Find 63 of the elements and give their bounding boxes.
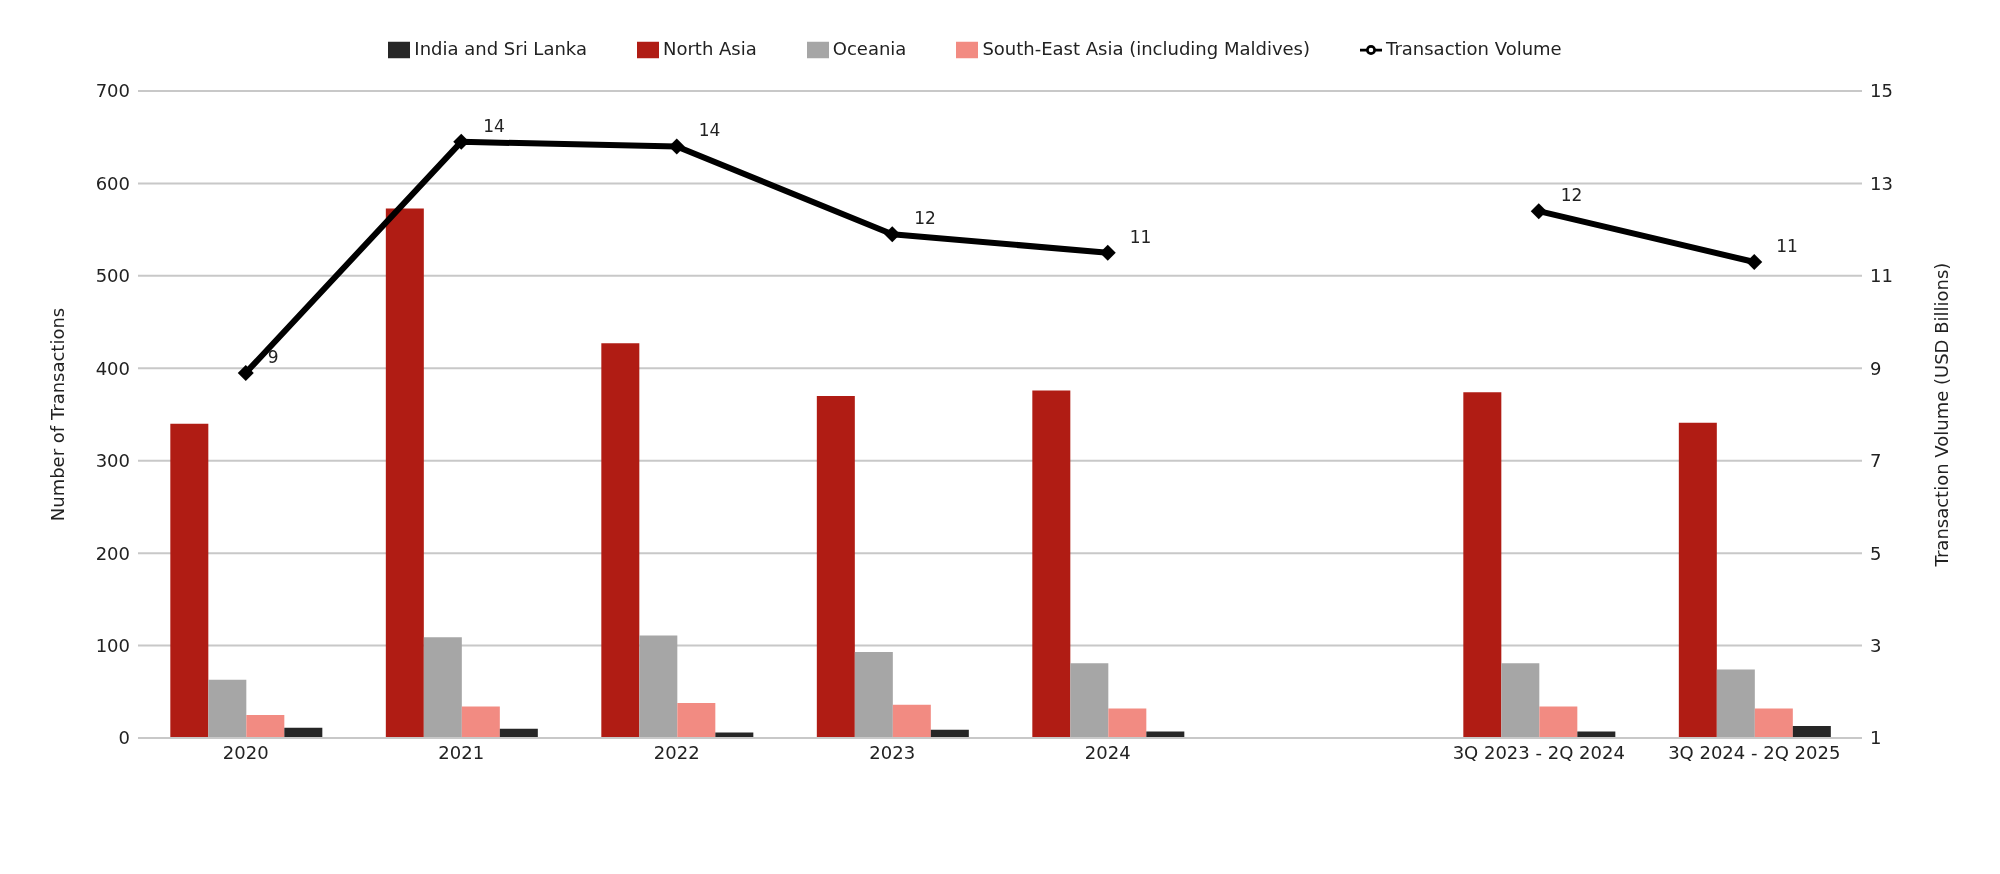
data-label: 14: [698, 120, 721, 141]
bar: [715, 732, 754, 738]
y2-tick-label: 5: [1870, 542, 1882, 564]
x-tick-label: 2024: [1084, 741, 1131, 763]
bar: [639, 635, 678, 738]
data-label: 11: [1129, 226, 1152, 247]
bar: [170, 423, 209, 738]
y2-tick-label: 13: [1870, 172, 1893, 194]
bar: [1032, 390, 1071, 738]
bar: [1108, 708, 1147, 738]
bar: [1754, 708, 1793, 738]
legend-label: India and Sri Lanka: [414, 38, 587, 59]
bar: [601, 343, 640, 738]
y-tick-label: 700: [95, 80, 130, 102]
y-tick-label: 500: [95, 265, 130, 287]
bar: [385, 208, 424, 738]
bar: [1501, 663, 1540, 738]
y2-tick-label: 1: [1870, 727, 1882, 749]
y-tick-label: 100: [95, 634, 130, 656]
bar: [1070, 663, 1109, 738]
bar: [461, 706, 500, 738]
y2-tick-label: 11: [1870, 265, 1893, 287]
legend-label: Transaction Volume: [1386, 38, 1562, 59]
legend-label: North Asia: [662, 38, 757, 59]
data-label: 14: [483, 115, 505, 136]
data-label: 12: [1560, 185, 1583, 206]
data-label: 9: [267, 346, 279, 367]
bar: [1463, 392, 1502, 738]
point: [1746, 253, 1763, 270]
bar: [208, 679, 247, 738]
bar: [892, 704, 931, 738]
y-tick-label: 0: [118, 727, 130, 749]
y-tick-label: 200: [95, 542, 130, 564]
y-tick-label: 400: [95, 357, 130, 379]
legend-label: Oceania: [832, 38, 907, 59]
x-tick-label: 2022: [653, 741, 700, 763]
y-tick-label: 600: [95, 172, 130, 194]
bar: [1716, 669, 1755, 738]
bar: [677, 702, 716, 738]
bar: [1539, 706, 1578, 738]
y-tick-label: 300: [95, 450, 130, 472]
data-label: 12: [914, 208, 936, 229]
bar: [816, 396, 855, 738]
y2-axis-title: Transaction Volume (USD Billions): [1931, 262, 1953, 568]
x-tick-label: 3Q 2024 - 2Q 2025: [1668, 741, 1841, 763]
x-tick-label: 2020: [222, 741, 269, 763]
y2-tick-label: 15: [1870, 80, 1893, 102]
legend-label: South-East Asia (including Maldives): [982, 38, 1311, 59]
bar: [1678, 422, 1717, 738]
point: [237, 364, 254, 381]
data-label: 11: [1776, 235, 1798, 256]
y-axis-title: Number of Transactions: [47, 307, 69, 522]
bar: [246, 714, 285, 738]
y2-tick-label: 7: [1870, 450, 1882, 472]
bar: [423, 637, 462, 738]
y2-tick-label: 3: [1870, 634, 1882, 656]
x-tick-label: 3Q 2023 - 2Q 2024: [1452, 741, 1625, 763]
bar: [854, 652, 893, 738]
x-tick-label: 2021: [438, 741, 485, 763]
bar: [1792, 725, 1831, 738]
x-tick-label: 2023: [869, 741, 916, 763]
y2-tick-label: 9: [1870, 357, 1882, 379]
point: [1530, 203, 1547, 220]
